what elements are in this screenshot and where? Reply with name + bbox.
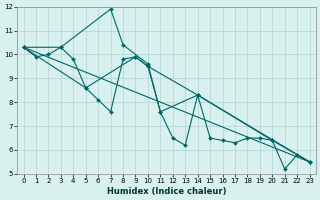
X-axis label: Humidex (Indice chaleur): Humidex (Indice chaleur) (107, 187, 226, 196)
